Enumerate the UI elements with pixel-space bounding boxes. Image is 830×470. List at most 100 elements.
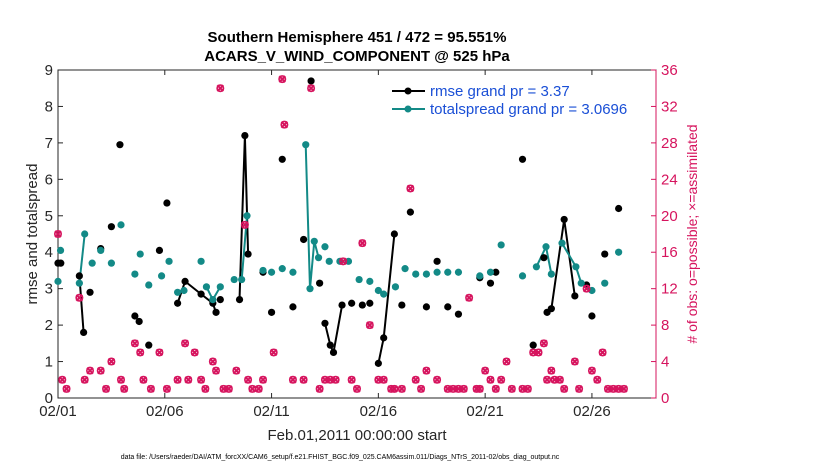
nobs_possible-marker-ring [459,384,468,393]
totalspread-point [289,268,297,276]
nobs_possible-marker [120,384,129,393]
rmse-point [107,223,115,231]
nobs_possible-marker-ring [497,375,506,384]
nobs_possible-marker [224,384,233,393]
nobs_possible-marker-ring [80,375,89,384]
totalspread-point [278,265,286,273]
nobs_possible-marker-ring [326,375,335,384]
y-axis-label: rmse and totalspread [24,164,41,305]
totalspread-point [56,246,65,254]
totalspread-point [547,270,555,278]
rmse-point [307,77,315,85]
nobs_possible-marker-cross [465,294,473,302]
nobs_possible-marker-cross [209,357,217,366]
rmse-point [244,250,252,258]
nobs_possible-marker-cross [147,385,155,393]
nobs_possible-marker-cross [593,376,601,384]
nobs_possible-marker-ring [587,366,596,375]
totalspread-point [380,290,388,298]
nobs_possible-marker-ring [224,384,233,393]
nobs_possible-marker-ring [254,384,263,393]
y2-tick-label: 8 [661,317,669,334]
nobs_possible-marker-ring [365,321,374,330]
nobs_possible-marker-ring [208,357,217,366]
nobs_possible-marker-cross [139,376,148,384]
nobs_possible-marker-cross [120,385,128,393]
rmse-point [278,155,286,163]
nobs_possible-marker [422,366,431,375]
totalspread-point [88,259,96,267]
rmse-point [145,341,153,349]
nobs_possible-marker-cross [620,385,628,393]
totalspread-point [412,270,420,278]
totalspread-point [518,272,527,280]
nobs_possible-marker-ring [486,375,495,384]
nobs_possible-marker-ring [339,257,348,266]
nobs_possible-marker-ring [550,375,559,384]
x-tick-label: 02/21 [466,403,504,420]
nobs_possible-marker-cross [201,385,210,393]
nobs_possible-marker [184,375,193,384]
nobs_possible-marker [481,366,490,375]
nobs_possible-marker [523,384,532,393]
nobs_possible-marker-ring [593,375,602,384]
nobs_possible-marker [117,375,126,384]
nobs_possible-marker-cross [212,366,220,375]
nobs_possible-marker-ring [269,348,278,357]
nobs_possible-marker-cross [398,385,406,393]
totalspread-point [314,254,323,262]
y2-tick-label: 16 [661,244,678,261]
nobs_possible-marker-cross [307,84,315,92]
totalspread-point [433,268,441,276]
nobs_possible-marker-cross [269,348,278,357]
right-axis-ticks: 0 4 8 12 16 20 24 28 32 36 [651,62,678,407]
nobs_possible-marker-ring [117,375,126,384]
nobs_possible-marker [459,384,468,393]
y-tick-label: 8 [45,98,53,115]
nobs_possible-marker [555,375,564,384]
nobs_possible-marker-ring [155,348,164,357]
rmse-point [588,312,596,320]
totalspread-point [310,237,318,245]
nobs_possible-marker-ring [197,375,206,384]
nobs_possible-marker-cross [582,284,591,293]
totalspread-point [325,257,333,265]
nobs_possible-marker-cross [460,385,468,393]
totalspread-point [75,279,83,287]
chart-title-line-1: Southern Hemisphere 451 / 472 = 95.551% [208,29,507,46]
nobs_possible-marker [497,375,506,384]
nobs_possible-marker-cross [481,366,489,375]
y-tick-label: 1 [45,354,53,371]
nobs_possible-marker-ring [449,384,458,393]
rmse-point [197,290,205,298]
nobs_possible-marker-ring [358,239,367,248]
nobs_possible-marker-ring [184,375,193,384]
y-tick-label: 2 [45,317,53,334]
nobs_possible-marker [315,384,324,393]
nobs_possible-marker-ring [555,375,564,384]
totalspread-point [97,246,105,254]
nobs_possible-marker-cross [216,84,225,92]
nobs_possible-marker-ring [259,375,268,384]
nobs_possible-marker-ring [614,384,623,393]
rmse-point [348,299,356,307]
nobs_possible-marker-cross [225,385,233,393]
nobs_possible-marker [358,239,367,248]
y2-tick-label: 20 [661,208,678,225]
nobs_possible-marker [475,384,484,393]
nobs_possible-marker-cross [486,376,495,384]
rmse-point [390,230,398,238]
rmse-point [86,288,94,296]
totalspread-point [209,296,217,304]
nobs_possible-marker-cross [406,184,415,193]
nobs_possible-marker [96,366,105,375]
nobs_possible-marker-ring [190,348,199,357]
nobs_possible-marker [390,384,399,393]
nobs_possible-marker-ring [219,384,228,393]
legend-rmse-marker [404,87,412,95]
totalspread-point [601,279,609,287]
nobs_possible-marker-cross [163,385,171,393]
nobs_possible-marker-cross [502,357,511,366]
nobs_possible-marker [593,375,602,384]
nobs_possible-marker [173,375,182,384]
